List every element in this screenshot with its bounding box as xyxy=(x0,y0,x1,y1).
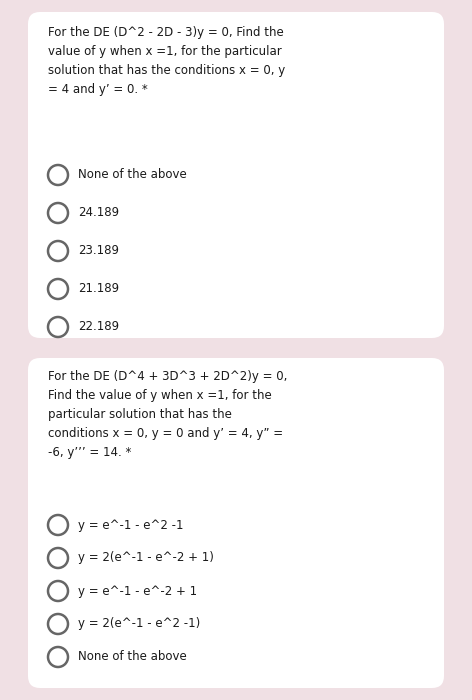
Text: y = 2(e^-1 - e^-2 + 1): y = 2(e^-1 - e^-2 + 1) xyxy=(78,552,214,564)
FancyBboxPatch shape xyxy=(28,12,444,338)
Text: y = e^-1 - e^-2 + 1: y = e^-1 - e^-2 + 1 xyxy=(78,584,197,598)
Text: 23.189: 23.189 xyxy=(78,244,119,258)
Text: None of the above: None of the above xyxy=(78,650,187,664)
Text: 21.189: 21.189 xyxy=(78,283,119,295)
Text: 22.189: 22.189 xyxy=(78,321,119,333)
Text: y = e^-1 - e^2 -1: y = e^-1 - e^2 -1 xyxy=(78,519,184,531)
Text: For the DE (D^4 + 3D^3 + 2D^2)y = 0,
Find the value of y when x =1, for the
part: For the DE (D^4 + 3D^3 + 2D^2)y = 0, Fin… xyxy=(48,370,287,459)
Text: None of the above: None of the above xyxy=(78,169,187,181)
FancyBboxPatch shape xyxy=(28,358,444,688)
Text: y = 2(e^-1 - e^2 -1): y = 2(e^-1 - e^2 -1) xyxy=(78,617,200,631)
Text: For the DE (D^2 - 2D - 3)y = 0, Find the
value of y when x =1, for the particula: For the DE (D^2 - 2D - 3)y = 0, Find the… xyxy=(48,26,285,96)
Text: 24.189: 24.189 xyxy=(78,206,119,220)
